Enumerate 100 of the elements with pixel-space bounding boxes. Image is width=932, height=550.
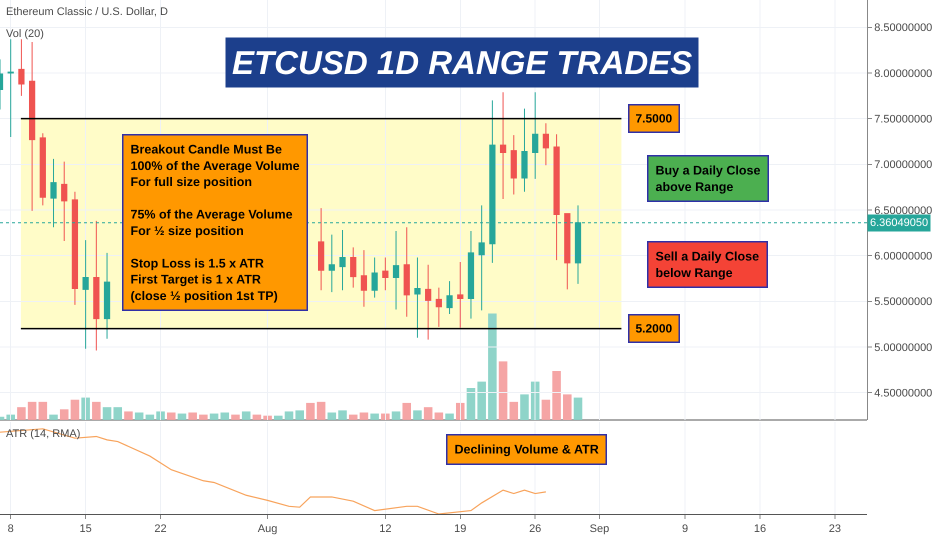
bar: [542, 400, 550, 420]
bar: [220, 412, 230, 420]
candlestick: [414, 256, 421, 338]
bar: [28, 402, 36, 420]
bar: [6, 414, 15, 420]
candlestick: [72, 191, 78, 306]
y-tick-label: 8.50000000: [874, 22, 932, 34]
x-tick-label: 19: [454, 523, 466, 536]
candlestick: [532, 92, 538, 180]
bar: [252, 414, 262, 420]
bar: [424, 407, 432, 420]
bar: [370, 414, 379, 420]
x-tick-label: 9: [682, 523, 688, 536]
bar: [563, 394, 572, 420]
ref-line-label: 6.36049050: [870, 217, 928, 229]
candlestick: [392, 230, 400, 310]
bar: [316, 402, 326, 420]
bar: [295, 410, 304, 420]
bar: [102, 407, 112, 420]
x-tick-label: 12: [379, 523, 392, 536]
bar: [38, 402, 48, 420]
bar: [210, 414, 218, 420]
text: ETCUSD 1D RANGE TRADES: [232, 44, 692, 81]
y-tick-label: 7.00000000: [874, 159, 932, 172]
x-tick-label: 23: [828, 523, 842, 536]
x-tick-label: 22: [154, 523, 167, 536]
x-tick-label: 16: [754, 523, 766, 536]
candlestick: [61, 161, 68, 242]
bar: [178, 414, 186, 420]
bar: [17, 407, 26, 420]
candlestick: [404, 226, 410, 318]
candlestick: [446, 280, 453, 315]
bar: [348, 414, 358, 420]
y-tick-label: 6.00000000: [874, 250, 932, 262]
bar: [113, 407, 122, 420]
candlestick: [564, 213, 570, 290]
y-tick-label: 6.50000000: [874, 204, 932, 217]
bar: [413, 410, 422, 420]
bar: [134, 412, 144, 420]
x-tick-label: Sep: [590, 523, 610, 536]
candlestick: [382, 256, 388, 291]
x-tick-label: Aug: [258, 523, 278, 536]
candlestick: [372, 256, 378, 298]
bar: [242, 411, 250, 420]
x-tick-label: 26: [529, 523, 542, 536]
bar: [306, 402, 315, 420]
annotation: Declining Volume & ATR: [454, 442, 599, 456]
candlestick: [425, 264, 432, 340]
y-tick-label: 5.00000000: [874, 342, 932, 354]
candlestick: [28, 41, 36, 212]
text: Breakout Candle Must Be 100% of the Average Volume For full size position 75% of the Average Volume For ½ size position Stop Loss is 1.5 x ATR First Target is 1 x ATR (close ½ position 1st TP): [130, 142, 300, 303]
bar: [488, 314, 497, 420]
bar: [92, 402, 101, 420]
bar: [70, 400, 80, 420]
bar: [49, 414, 58, 420]
ref-line-label: 5.2000: [636, 322, 673, 336]
bar: [328, 412, 336, 420]
bar: [231, 414, 240, 420]
bar: [166, 412, 176, 420]
candlestick: [360, 250, 368, 308]
y-tick-label: 8.00000000: [874, 68, 932, 80]
bar: [498, 361, 508, 420]
candlestick: [339, 230, 346, 291]
bar: [284, 411, 294, 420]
bar: [466, 388, 476, 420]
bar: [338, 410, 347, 420]
bar: [360, 412, 368, 420]
x-tick-label: 8: [8, 523, 14, 536]
chart-title: Vol (20): [6, 28, 44, 40]
annotation: Buy a Daily Close above Range: [656, 164, 760, 194]
y-tick-label: 4.50000000: [874, 387, 932, 400]
text: Ethereum Classic / U.S. Dollar, D: [6, 6, 168, 18]
candlestick: [350, 246, 356, 288]
y-tick-label: 7.50000000: [874, 114, 932, 126]
candlestick: [104, 252, 110, 340]
y-tick-label: 5.50000000: [874, 296, 932, 308]
annotation: Sell a Daily Close below Range: [656, 250, 760, 280]
bar: [477, 382, 486, 420]
candlestick: [40, 132, 46, 206]
bar: [146, 414, 154, 420]
bar: [552, 370, 561, 420]
candlestick: [18, 38, 25, 96]
bar: [124, 411, 133, 420]
bar: [520, 394, 529, 420]
bar: [402, 402, 412, 420]
bar: [574, 398, 582, 420]
x-tick-label: 15: [80, 523, 92, 536]
bar: [434, 412, 444, 420]
candlestick: [468, 230, 474, 320]
candlestick: [553, 134, 560, 261]
bar: [392, 411, 400, 420]
bar: [274, 416, 283, 420]
bar: [199, 414, 208, 420]
bar: [60, 409, 68, 420]
bar: [263, 416, 272, 420]
candlestick: [500, 92, 506, 200]
candlestick: [521, 108, 528, 192]
candlestick: [328, 234, 335, 293]
candlestick: [8, 38, 14, 138]
candlestick: [93, 220, 100, 352]
